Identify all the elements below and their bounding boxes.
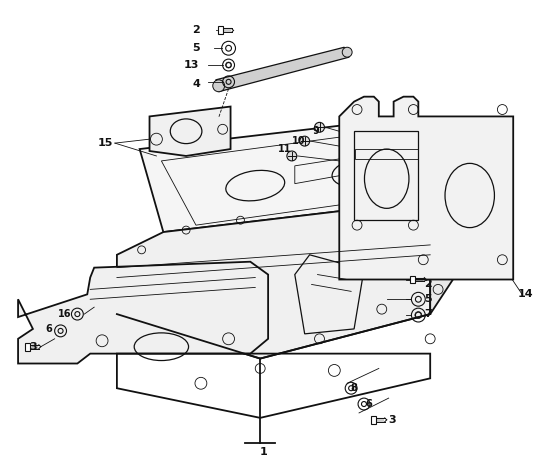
Circle shape bbox=[300, 136, 310, 146]
Circle shape bbox=[287, 151, 297, 161]
Polygon shape bbox=[149, 106, 230, 156]
Text: 3: 3 bbox=[388, 415, 396, 425]
Circle shape bbox=[213, 80, 225, 92]
Polygon shape bbox=[25, 343, 30, 351]
Text: 5: 5 bbox=[425, 294, 432, 304]
Text: 4: 4 bbox=[192, 79, 200, 89]
Polygon shape bbox=[393, 119, 453, 314]
Text: 15: 15 bbox=[97, 138, 113, 148]
Polygon shape bbox=[411, 276, 415, 284]
Text: 7: 7 bbox=[425, 309, 432, 319]
Text: 6: 6 bbox=[46, 324, 52, 334]
Text: 6: 6 bbox=[366, 399, 372, 409]
Polygon shape bbox=[216, 47, 349, 92]
Text: 14: 14 bbox=[517, 289, 533, 299]
Text: 1: 1 bbox=[259, 447, 267, 457]
Circle shape bbox=[342, 47, 352, 57]
Text: 10: 10 bbox=[292, 136, 305, 146]
Polygon shape bbox=[371, 416, 376, 424]
Text: 2: 2 bbox=[192, 26, 200, 36]
Text: 16: 16 bbox=[58, 309, 71, 319]
Polygon shape bbox=[140, 119, 430, 232]
Polygon shape bbox=[18, 262, 268, 363]
Polygon shape bbox=[218, 27, 223, 34]
Text: 11: 11 bbox=[278, 144, 292, 154]
Text: 2: 2 bbox=[425, 279, 432, 289]
Circle shape bbox=[315, 123, 325, 132]
Text: 13: 13 bbox=[183, 60, 199, 70]
Text: 3: 3 bbox=[29, 342, 37, 352]
Text: 8: 8 bbox=[351, 383, 357, 393]
Text: 5: 5 bbox=[192, 43, 200, 53]
Polygon shape bbox=[339, 97, 513, 279]
Polygon shape bbox=[117, 200, 430, 359]
Text: 9: 9 bbox=[312, 126, 319, 136]
